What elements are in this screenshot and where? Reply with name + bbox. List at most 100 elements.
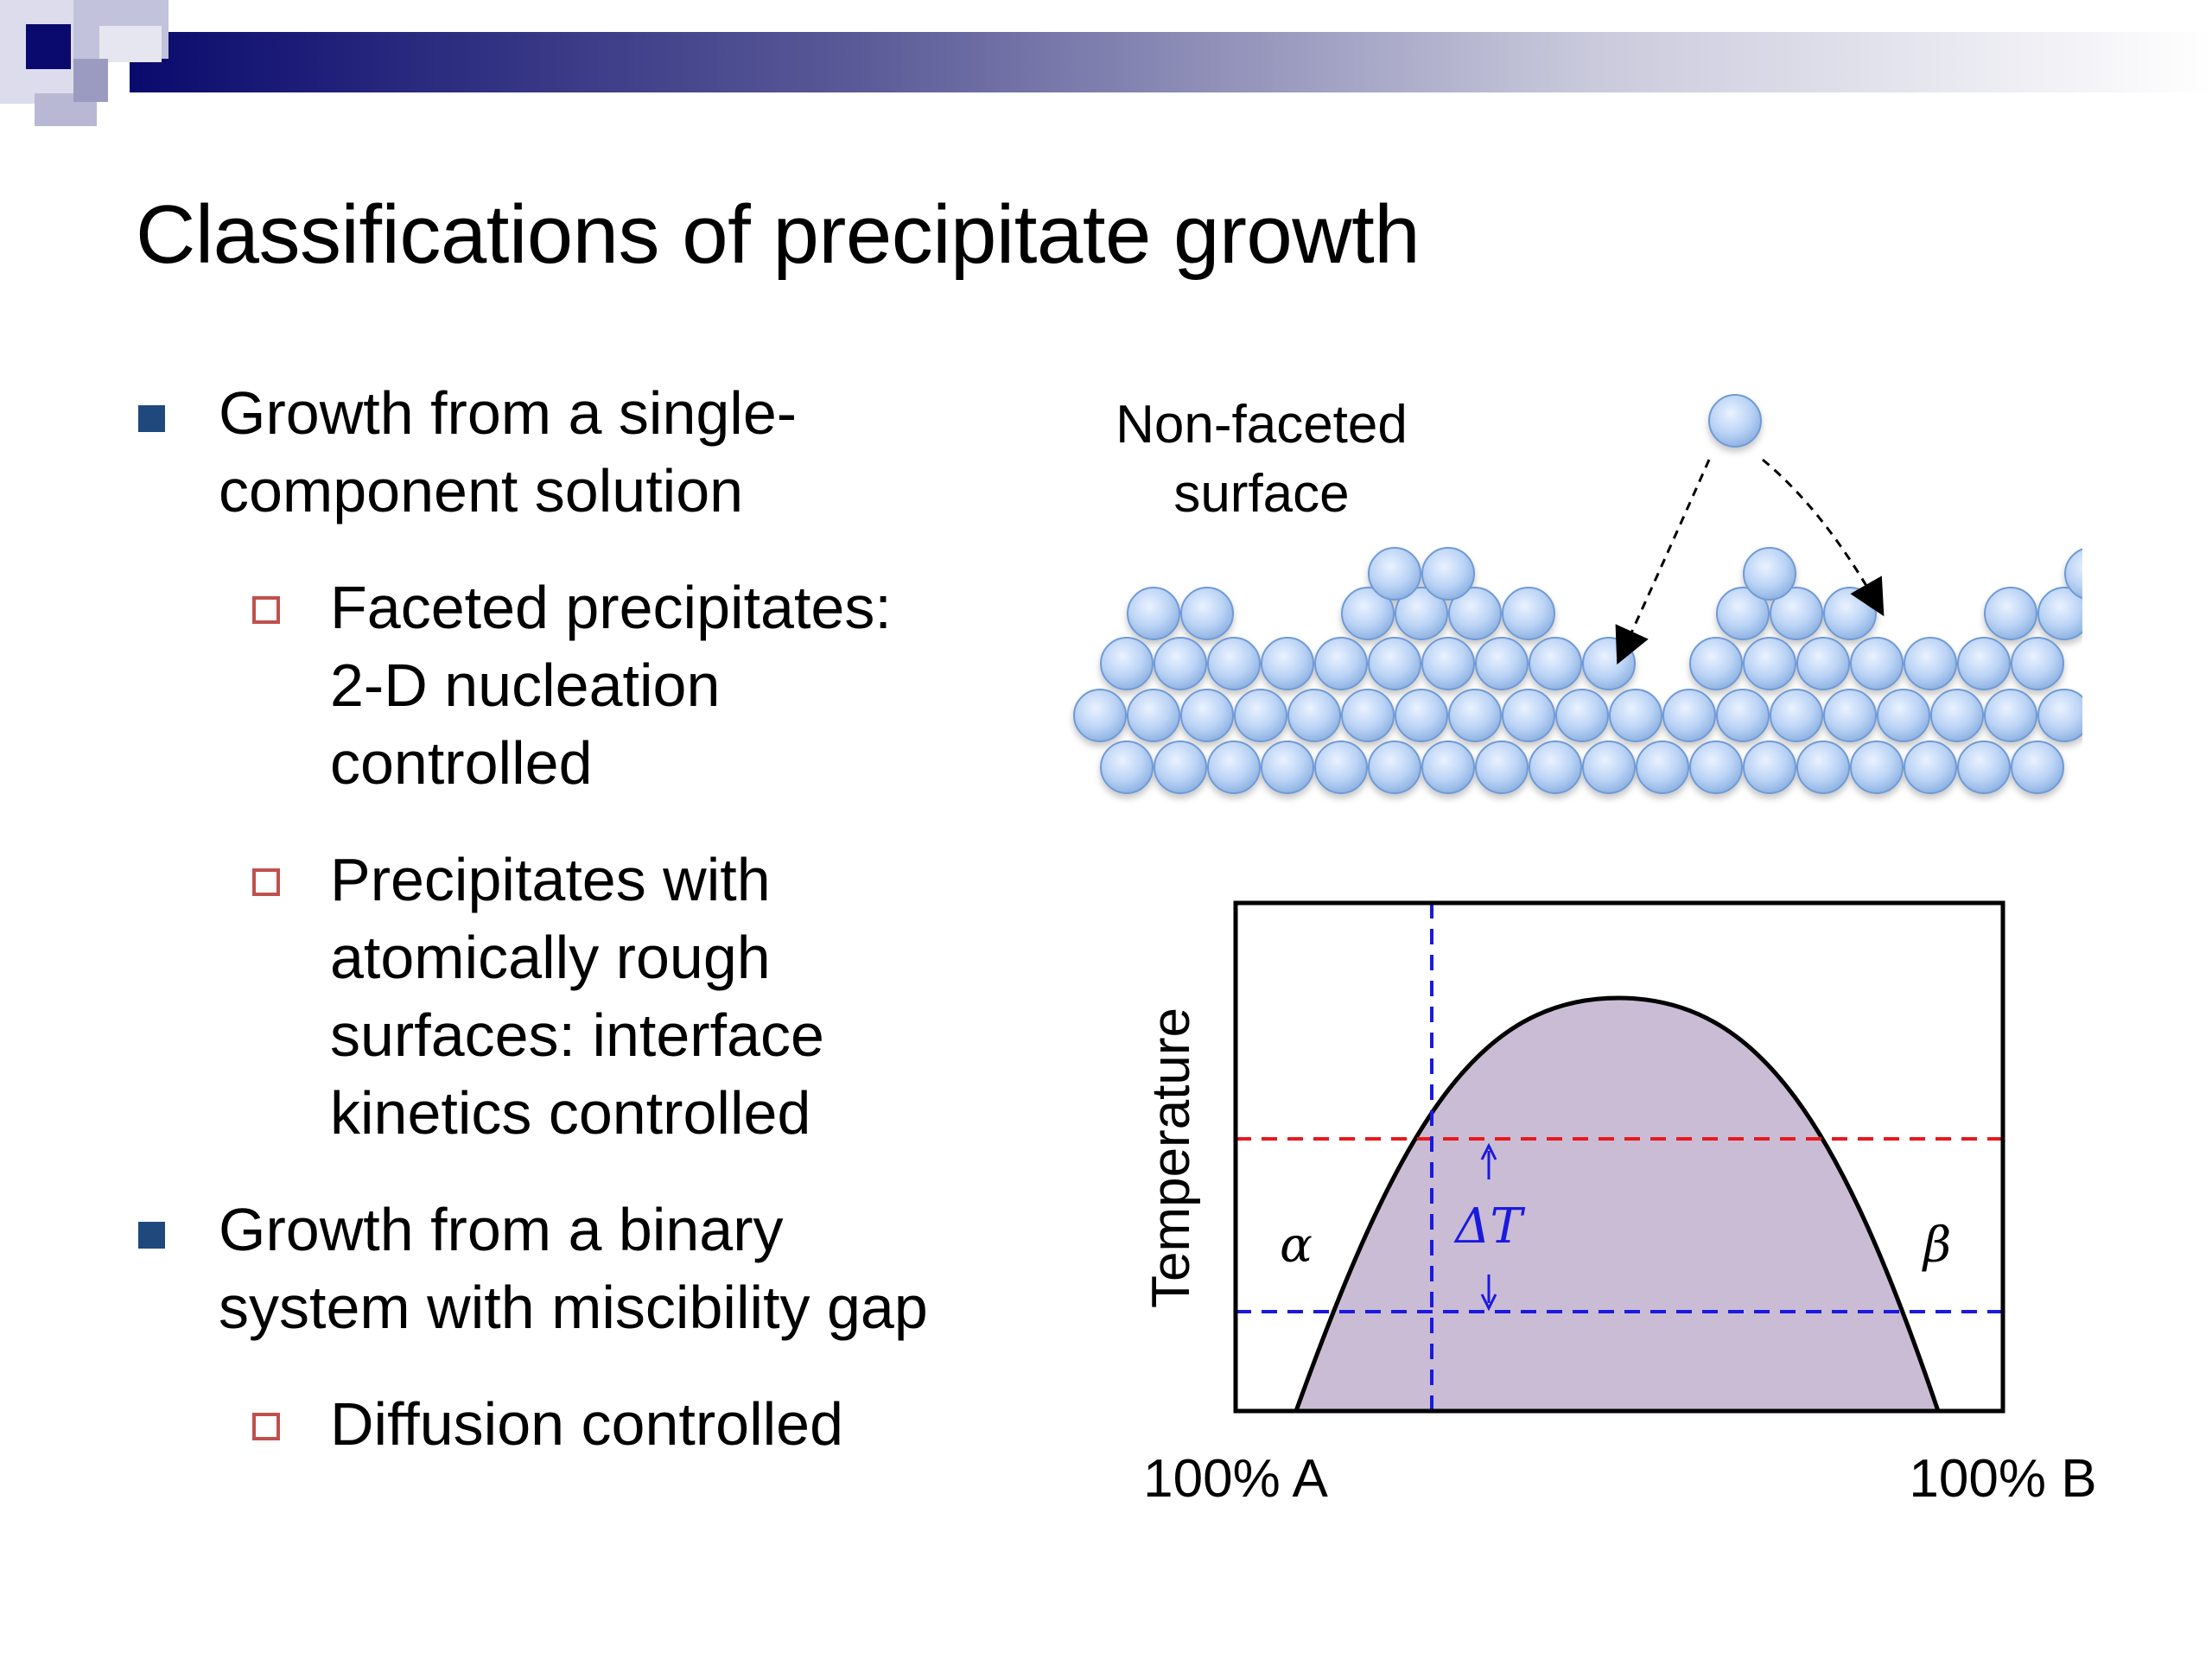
sub-bullet-box-icon: [252, 596, 280, 624]
plot-frame: [1233, 900, 2005, 1414]
atom: [1529, 637, 1582, 690]
atom: [1261, 637, 1314, 690]
atom: [1180, 587, 1234, 640]
miscibility-gap-diagram: ΔT α β Temperature 100% A 100% B: [1141, 900, 2097, 1509]
atom: [1957, 741, 2011, 794]
atom: [1127, 587, 1180, 640]
y-axis-label: Temperature: [1141, 1007, 1201, 1308]
atom: [1770, 689, 1823, 742]
atom: [1716, 689, 1770, 742]
alpha-phase-label: α: [1280, 1217, 1313, 1274]
sub-bullet-text-line: atomically rough: [330, 924, 771, 991]
surface-label-line: surface: [1173, 464, 1350, 524]
atom-group: [1073, 394, 2082, 794]
atom: [1180, 689, 1234, 742]
atom: [1287, 689, 1341, 742]
bullet-square-icon: [138, 405, 165, 432]
atom: [1261, 741, 1314, 794]
down-arrowhead-icon: [1480, 1294, 1497, 1312]
bullet-text-line: Growth from a binary: [219, 1196, 784, 1263]
atom: [1421, 637, 1475, 690]
sub-bullet-text-line: controlled: [330, 729, 593, 797]
atom: [1689, 637, 1743, 690]
atom: [1529, 741, 1582, 794]
surface-label-line: Non-faceted: [1116, 395, 1408, 454]
atom: [2037, 689, 2082, 742]
atom: [1877, 689, 1930, 742]
sub-bullet-text-line: Diffusion controlled: [330, 1390, 844, 1458]
atom: [1609, 689, 1662, 742]
atom: [1395, 587, 1448, 640]
atom: [1475, 637, 1529, 690]
atom: [1368, 637, 1421, 690]
slide-title: Classifications of precipitate growth: [136, 188, 1421, 281]
atom: [1689, 741, 1743, 794]
atom: [1314, 741, 1368, 794]
atom: [1421, 547, 1475, 601]
atom: [1368, 547, 1421, 601]
adatom-arrow-left: [1615, 459, 1711, 665]
solvus-curve: [1294, 995, 1941, 1412]
atom: [1100, 637, 1154, 690]
sub-bullet-text-line: Faceted precipitates:: [330, 574, 892, 641]
atom: [1341, 587, 1395, 640]
bullet-text-line: component solution: [219, 457, 744, 524]
atom: [1555, 689, 1609, 742]
atom: [1341, 689, 1395, 742]
miscibility-gap-region: [1296, 998, 1938, 1411]
atom: [1582, 741, 1636, 794]
atom: [1475, 741, 1529, 794]
atom: [1823, 689, 1877, 742]
sub-bullet-box-icon: [252, 1413, 280, 1440]
atom: [1957, 637, 2011, 690]
atom: [1850, 637, 1904, 690]
atom: [1904, 637, 1957, 690]
x-axis-right-label: 100% B: [1909, 1449, 2096, 1509]
adatom-arrow-right: [1762, 458, 1885, 617]
beta-phase-label: β: [1922, 1217, 1951, 1274]
atom: [1904, 741, 1957, 794]
atom: [1850, 741, 1904, 794]
atom: [1502, 587, 1555, 640]
atom: [1796, 741, 1850, 794]
atom: [1743, 547, 1796, 601]
atom: [1421, 741, 1475, 794]
atom: [1154, 637, 1207, 690]
atom: [1207, 637, 1261, 690]
up-arrowhead-icon: [1480, 1142, 1497, 1160]
sub-bullet-text-line: surfaces: interface: [330, 1001, 824, 1069]
atom: [1502, 689, 1555, 742]
atom: [2037, 587, 2082, 640]
atom: [1368, 741, 1421, 794]
atom: [1984, 689, 2037, 742]
x-axis-left-label: 100% A: [1143, 1449, 1328, 1509]
atom: [1395, 689, 1448, 742]
atom: [1154, 741, 1207, 794]
atom: [1100, 741, 1154, 794]
atom: [1930, 689, 1984, 742]
atom: [1234, 689, 1287, 742]
atom: [1796, 637, 1850, 690]
bullet-text-line: system with miscibility gap: [219, 1274, 928, 1341]
sub-bullet-text-line: Precipitates with: [330, 846, 771, 913]
sub-bullet-text-line: kinetics controlled: [330, 1079, 811, 1147]
atom: [1770, 587, 1823, 640]
atom: [1448, 689, 1502, 742]
atom: [1073, 689, 1127, 742]
atom: [1662, 689, 1716, 742]
delta-t-label: ΔT: [1453, 1198, 1525, 1255]
atom: [1636, 741, 1689, 794]
atom: [1708, 394, 1762, 448]
atom: [2011, 637, 2064, 690]
atom: [2011, 741, 2064, 794]
sub-bullet-box-icon: [252, 868, 280, 896]
header-decoration: [0, 0, 2212, 126]
bullet-text-line: Growth from a single-: [219, 379, 798, 447]
sub-bullet-text-line: 2-D nucleation: [330, 652, 721, 719]
surface-label: Non-faceted surface: [1106, 391, 1417, 529]
atomic-surface-illustration: [1073, 394, 2082, 794]
atom: [1743, 637, 1796, 690]
atom: [2064, 548, 2082, 600]
atom: [1127, 689, 1180, 742]
atom: [1823, 587, 1877, 640]
